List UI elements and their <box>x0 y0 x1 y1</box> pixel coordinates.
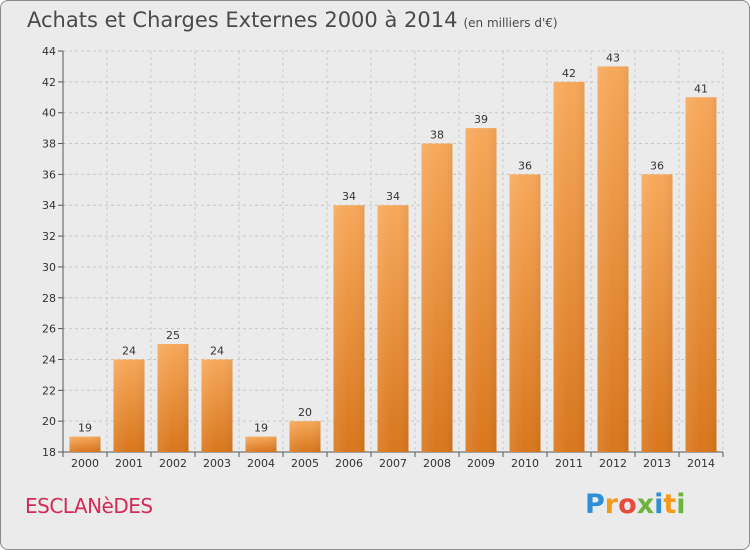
bar-value-label: 20 <box>298 406 312 419</box>
y-tick-label: 42 <box>42 76 56 89</box>
bar-value-label: 38 <box>430 129 444 142</box>
y-tick-label: 38 <box>42 138 56 151</box>
bar-shade <box>157 344 189 452</box>
bar-shade <box>685 97 717 453</box>
y-tick-label: 34 <box>42 199 56 212</box>
bar-value-label: 24 <box>122 344 136 357</box>
x-tick-label: 2003 <box>203 457 231 470</box>
chart-title: Achats et Charges Externes 2000 à 2014 (e… <box>27 8 558 32</box>
bar-shade <box>421 143 453 453</box>
x-tick-label: 2010 <box>511 457 539 470</box>
y-tick-label: 24 <box>42 353 56 366</box>
logo-letter: i <box>654 489 664 520</box>
bar-shade <box>597 66 629 452</box>
x-tick-label: 2014 <box>687 457 715 470</box>
bar-value-label: 41 <box>694 82 708 95</box>
y-tick-label: 22 <box>42 384 56 397</box>
y-tick-label: 28 <box>42 292 56 305</box>
bar-shade <box>465 128 497 452</box>
logo-letter: o <box>618 489 637 520</box>
x-tick-label: 2000 <box>71 457 99 470</box>
bar-value-label: 25 <box>166 329 180 342</box>
bar-shade <box>641 174 673 452</box>
bar-value-label: 34 <box>386 190 400 203</box>
bar-value-label: 43 <box>606 51 620 64</box>
y-tick-label: 44 <box>42 45 56 58</box>
x-tick-label: 2004 <box>247 457 275 470</box>
bar-shade <box>509 174 541 452</box>
x-tick-label: 2006 <box>335 457 363 470</box>
bar-value-label: 19 <box>254 422 268 435</box>
y-tick-label: 26 <box>42 323 56 336</box>
bar-value-label: 19 <box>78 422 92 435</box>
bars <box>69 66 717 453</box>
x-tick-label: 2011 <box>555 457 583 470</box>
value-labels: 19 24 25 24 19 20 34 34 38 39 36 42 43 36 41 <box>78 51 708 434</box>
chart-subtitle: (en milliers d'€) <box>463 16 558 30</box>
y-tick-label: 32 <box>42 230 56 243</box>
x-tick-labels: 2000 2001 2002 2003 2004 2005 2006 2007 2008 2009… <box>71 457 715 470</box>
bar-shade <box>201 359 233 452</box>
bar-shade <box>333 205 365 452</box>
y-tick-label: 40 <box>42 107 56 120</box>
commune-name: ESCLANèDES <box>25 494 153 518</box>
x-tick-label: 2001 <box>115 457 143 470</box>
bar-value-label: 24 <box>210 344 224 357</box>
x-tick-label: 2009 <box>467 457 495 470</box>
y-tick-label: 18 <box>42 446 56 459</box>
bar-shade <box>245 436 277 452</box>
y-tick-label: 30 <box>42 261 56 274</box>
bar-shade <box>377 205 409 452</box>
x-tick-label: 2012 <box>599 457 627 470</box>
logo-letter: r <box>604 489 619 520</box>
y-tick-label: 20 <box>42 415 56 428</box>
bar-shade <box>553 81 585 452</box>
x-tick-label: 2005 <box>291 457 319 470</box>
logo-letter: x <box>636 489 655 520</box>
logo-letter: t <box>663 489 677 520</box>
bar-value-label: 34 <box>342 190 356 203</box>
bar-shade <box>69 436 101 452</box>
bar-value-label: 36 <box>650 159 664 172</box>
y-tick-labels: 18 20 22 24 26 28 30 32 34 36 38 40 42 44 <box>42 45 56 459</box>
x-tick-label: 2002 <box>159 457 187 470</box>
x-tick-label: 2013 <box>643 457 671 470</box>
bar-value-label: 39 <box>474 113 488 126</box>
x-tick-label: 2007 <box>379 457 407 470</box>
y-tick-label: 36 <box>42 168 56 181</box>
bar-value-label: 42 <box>562 67 576 80</box>
proxiti-logo[interactable]: Proxiti <box>585 489 686 520</box>
bar-shade <box>113 359 145 452</box>
bar-shade <box>289 421 321 452</box>
logo-letter: i <box>676 489 686 520</box>
bar-value-label: 36 <box>518 159 532 172</box>
x-tick-label: 2008 <box>423 457 451 470</box>
logo-letter: P <box>585 489 605 520</box>
chart-title-text: Achats et Charges Externes 2000 à 2014 <box>27 8 458 32</box>
